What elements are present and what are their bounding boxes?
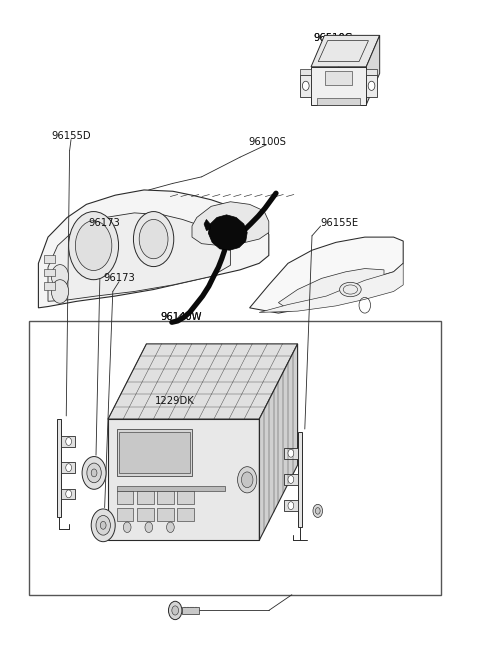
Circle shape — [51, 265, 69, 288]
Circle shape — [139, 219, 168, 259]
Polygon shape — [192, 202, 269, 246]
Text: 96173: 96173 — [89, 217, 120, 228]
Circle shape — [66, 438, 72, 445]
Bar — [61, 462, 75, 473]
Circle shape — [91, 469, 97, 477]
Text: 96155E: 96155E — [321, 217, 359, 228]
Polygon shape — [204, 219, 210, 231]
Circle shape — [145, 522, 153, 533]
Text: 96173: 96173 — [103, 272, 135, 283]
Bar — [300, 69, 311, 75]
Bar — [117, 486, 225, 491]
Text: 96510G: 96510G — [313, 33, 352, 43]
Bar — [317, 98, 360, 105]
Bar — [119, 432, 190, 473]
Circle shape — [123, 522, 131, 533]
Circle shape — [66, 464, 72, 472]
Bar — [177, 508, 194, 521]
Circle shape — [238, 466, 257, 493]
Bar — [177, 491, 194, 504]
Polygon shape — [57, 419, 61, 517]
Bar — [284, 500, 298, 511]
Text: 96155D: 96155D — [51, 131, 91, 141]
Bar — [284, 448, 298, 458]
Bar — [44, 269, 55, 276]
Circle shape — [82, 457, 106, 489]
Text: 96510G: 96510G — [313, 33, 352, 43]
Circle shape — [96, 515, 110, 535]
Circle shape — [172, 606, 179, 615]
Bar — [61, 489, 75, 499]
Circle shape — [87, 463, 101, 483]
Polygon shape — [311, 35, 380, 67]
Circle shape — [51, 280, 69, 303]
Bar — [284, 474, 298, 485]
Bar — [157, 508, 174, 521]
Circle shape — [91, 509, 115, 542]
Circle shape — [75, 221, 112, 271]
Bar — [108, 419, 259, 540]
Circle shape — [168, 601, 182, 620]
Polygon shape — [48, 213, 230, 301]
Polygon shape — [250, 237, 403, 313]
Bar — [137, 508, 154, 521]
Bar — [157, 491, 174, 504]
Circle shape — [288, 449, 294, 457]
Circle shape — [241, 472, 253, 487]
Bar — [44, 282, 55, 290]
Polygon shape — [366, 75, 377, 97]
Bar — [366, 69, 377, 75]
Text: 96140W: 96140W — [161, 312, 202, 322]
Circle shape — [69, 212, 119, 280]
Polygon shape — [366, 35, 380, 105]
Circle shape — [288, 502, 294, 510]
Circle shape — [133, 212, 174, 267]
Polygon shape — [278, 269, 384, 309]
Polygon shape — [259, 263, 403, 312]
Circle shape — [368, 81, 375, 90]
Bar — [117, 429, 192, 476]
Circle shape — [100, 521, 106, 529]
Circle shape — [288, 476, 294, 483]
Bar — [29, 321, 441, 595]
Polygon shape — [208, 215, 247, 250]
Bar — [182, 607, 199, 614]
Polygon shape — [38, 190, 269, 308]
Bar — [117, 491, 133, 504]
Polygon shape — [300, 75, 311, 97]
Bar — [61, 436, 75, 447]
Bar — [44, 255, 55, 263]
Polygon shape — [108, 344, 298, 419]
Text: 1229DK: 1229DK — [156, 396, 195, 406]
Circle shape — [315, 508, 320, 514]
Polygon shape — [298, 432, 302, 527]
Circle shape — [313, 504, 323, 517]
Polygon shape — [259, 344, 298, 540]
Bar — [311, 67, 366, 105]
Text: 96140W: 96140W — [161, 312, 202, 322]
Circle shape — [66, 490, 72, 498]
Text: 96100S: 96100S — [249, 137, 286, 147]
Circle shape — [302, 81, 309, 90]
Bar — [117, 508, 133, 521]
Ellipse shape — [339, 282, 361, 297]
Bar — [137, 491, 154, 504]
Bar — [325, 71, 352, 85]
Circle shape — [167, 522, 174, 533]
